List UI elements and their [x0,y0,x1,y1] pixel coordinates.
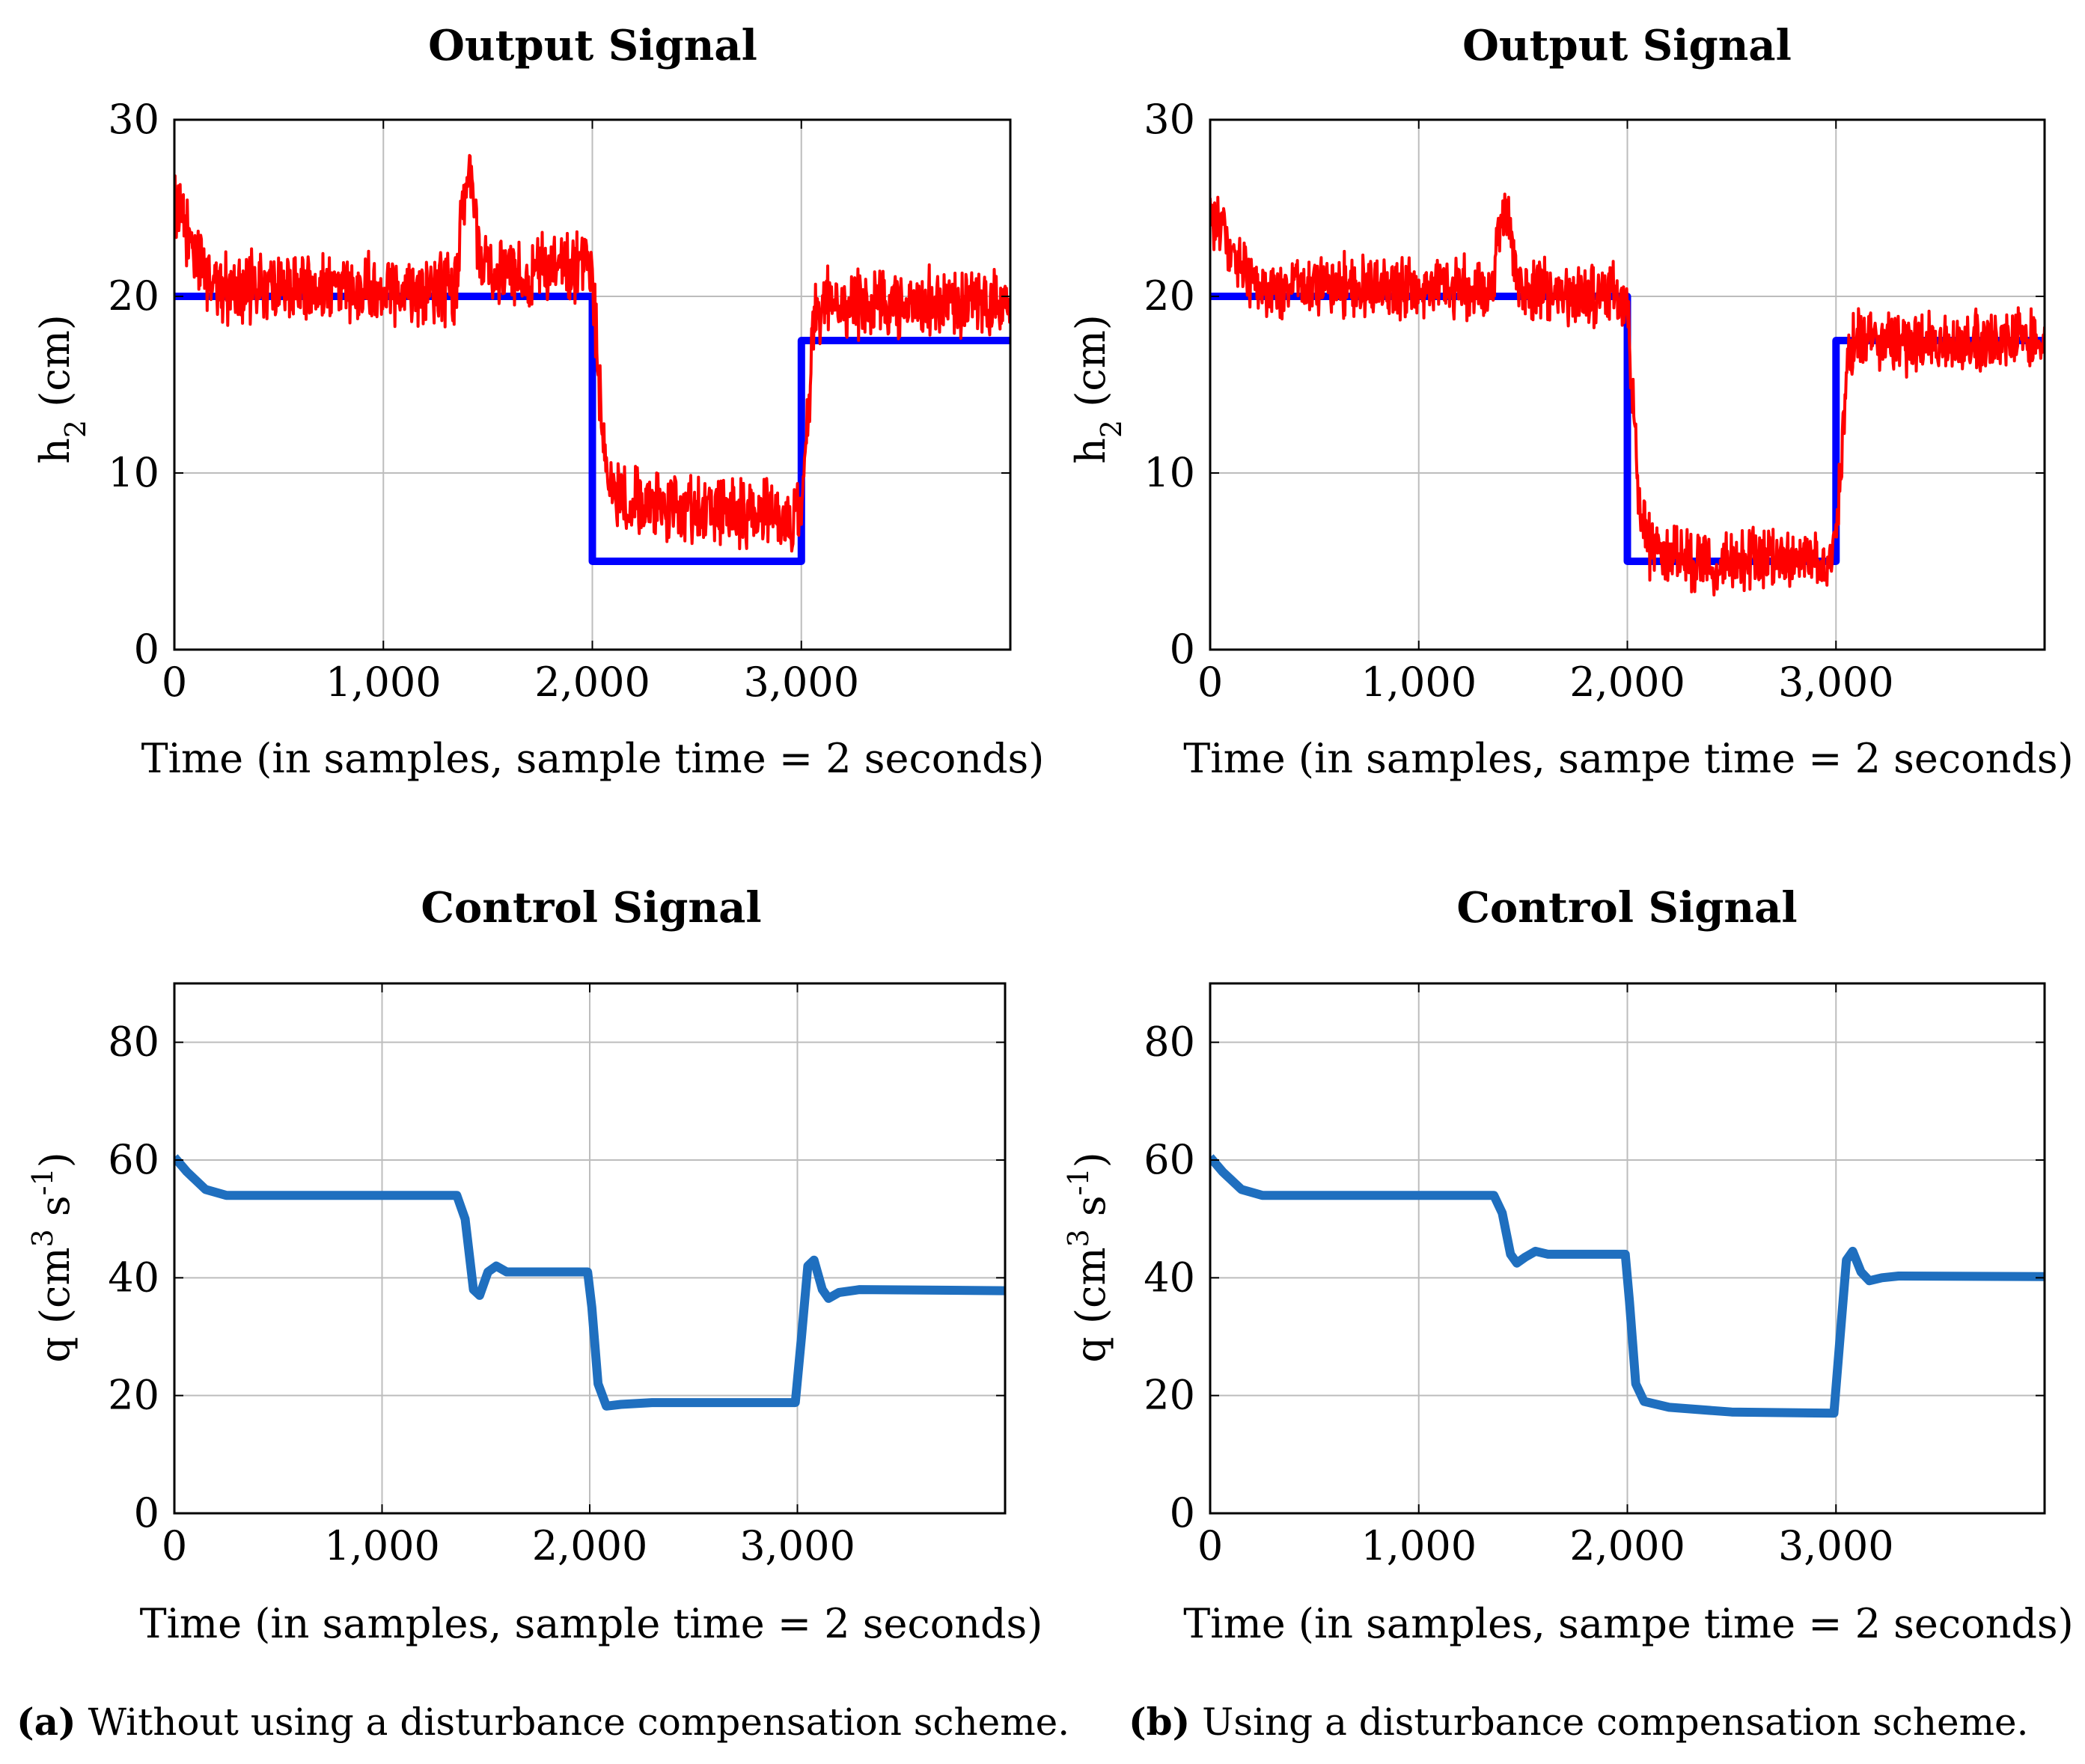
x-tick-label: 2,000 [532,1522,648,1569]
panel-a-output-signal: Output Signal Time (in samples, sample t… [31,21,1044,782]
y-tick-label: 60 [108,1136,159,1183]
y-tick-label: 20 [108,1372,159,1419]
x-axis-label: Time (in samples, sample time = 2 second… [141,735,1045,782]
y-tick-label: 10 [108,449,159,496]
x-tick-label: 0 [162,1522,187,1569]
x-tick-label: 3,000 [1778,1522,1894,1569]
y-axis-label: q (cm3 s-1) [26,1152,79,1362]
x-tick-label: 3,000 [743,659,859,706]
grid [174,983,1005,1513]
y-tick-label: 60 [1144,1136,1195,1183]
caption-a-text: Without using a disturbance compensation… [76,1700,1069,1744]
series-output-line [1210,192,2045,596]
panel-b-control-signal: Control Signal Time (in samples, sampe t… [1062,883,2074,1647]
x-tick-label: 0 [1197,1522,1223,1569]
grid [1210,983,2045,1513]
x-tick-label: 2,000 [1569,659,1685,706]
x-tick-label: 1,000 [324,1522,440,1569]
series-output-line [174,153,1010,553]
x-tick-label: 1,000 [326,659,442,706]
y-tick-label: 10 [1144,449,1195,496]
y-axis-label: h2 (cm) [1067,314,1128,464]
y-tick-label: 40 [108,1254,159,1301]
caption-b-label: (b) [1129,1700,1190,1744]
y-axis-label: h2 (cm) [31,314,92,464]
x-tick-label: 1,000 [1361,659,1477,706]
x-tick-label: 0 [162,659,187,706]
x-tick-label: 3,000 [739,1522,855,1569]
panel-b-output-signal: Output Signal Time (in samples, sampe ti… [1067,21,2074,782]
x-tick-label: 3,000 [1778,659,1894,706]
y-tick-label: 30 [108,96,159,143]
caption-b-text: Using a disturbance compensation scheme. [1190,1700,2028,1744]
y-tick-label: 40 [1144,1254,1195,1301]
x-tick-label: 1,000 [1361,1522,1477,1569]
y-tick-label: 30 [1144,96,1195,143]
y-tick-label: 0 [1170,626,1195,673]
x-axis-label: Time (in samples, sample time = 2 second… [140,1600,1043,1647]
x-axis-label: Time (in samples, sampe time = 2 seconds… [1183,1600,2073,1647]
y-tick-label: 80 [1144,1019,1195,1066]
chart-title: Control Signal [421,883,761,933]
x-tick-label: 2,000 [1569,1522,1685,1569]
chart-title: Output Signal [428,21,757,70]
caption-a: (a) Without using a disturbance compensa… [16,1700,1069,1744]
y-tick-label: 80 [108,1019,159,1066]
caption-a-label: (a) [16,1700,76,1744]
x-axis-label: Time (in samples, sampe time = 2 seconds… [1183,735,2073,782]
chart-title: Output Signal [1462,21,1792,70]
y-tick-label: 0 [134,1489,159,1536]
series-control-line [174,1154,1005,1411]
y-tick-label: 20 [1144,1372,1195,1419]
caption-b: (b) Using a disturbance compensation sch… [1129,1700,2029,1744]
y-tick-label: 20 [108,272,159,320]
y-axis-label: q (cm3 s-1) [1062,1152,1114,1362]
y-tick-label: 0 [1170,1489,1195,1536]
chart-title: Control Signal [1456,883,1797,933]
y-tick-label: 20 [1144,272,1195,320]
x-tick-label: 2,000 [534,659,650,706]
x-tick-label: 0 [1197,659,1223,706]
panel-a-control-signal: Control Signal Time (in samples, sample … [26,883,1042,1647]
series-control-line [1210,1154,2045,1418]
series-reference-line [174,293,1010,565]
y-tick-label: 0 [134,626,159,673]
